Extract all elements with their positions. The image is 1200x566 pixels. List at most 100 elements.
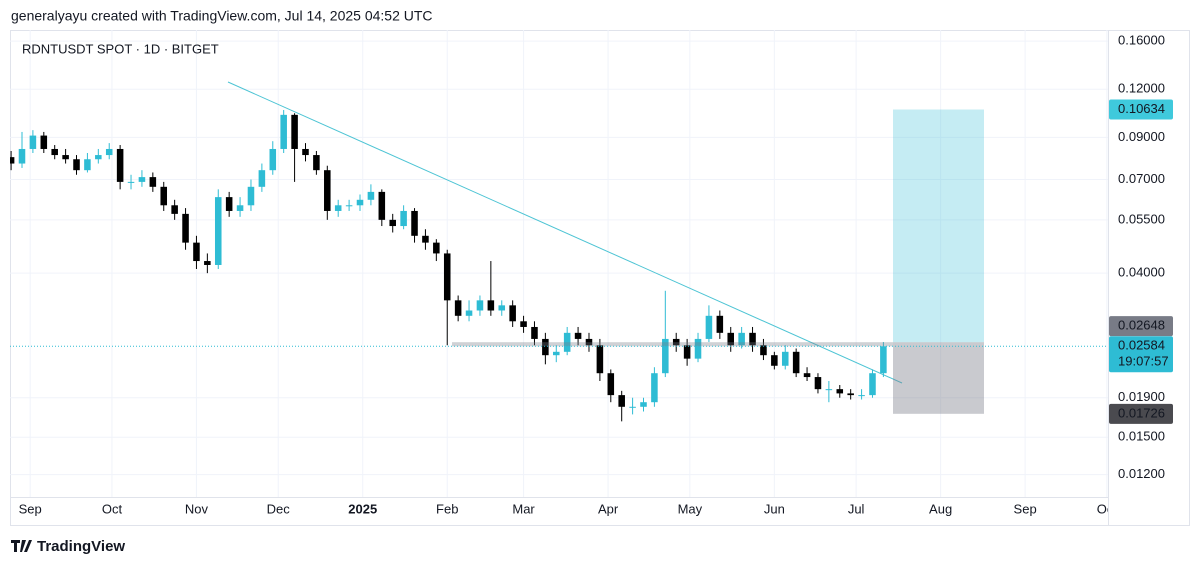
loss-zone	[893, 342, 984, 414]
candle-body	[858, 395, 865, 397]
candle-body	[640, 402, 647, 407]
candle-body	[607, 373, 615, 396]
candle-body	[193, 242, 200, 262]
candle-body	[880, 346, 887, 374]
brand-logo	[11, 540, 32, 552]
candle-body	[84, 159, 91, 171]
candle-body	[836, 389, 844, 394]
candle-body	[771, 355, 778, 366]
candle-body	[749, 332, 756, 346]
candle-body	[476, 300, 484, 311]
x-tick-label: Oct	[1097, 501, 1118, 516]
candle-body	[40, 135, 48, 149]
grid	[10, 30, 1108, 497]
x-tick-label: Dec	[267, 501, 291, 516]
candle-body	[629, 406, 636, 408]
candle-body	[618, 395, 625, 407]
candle-body	[247, 186, 255, 206]
x-tick-label: Feb	[436, 501, 458, 516]
last-price-label: 0.02584	[1118, 338, 1165, 353]
candle-body	[869, 373, 876, 396]
candle-body	[269, 148, 277, 171]
candle-body	[433, 242, 440, 254]
y-tick-label: 0.07000	[1118, 171, 1165, 186]
candle-body	[280, 114, 287, 149]
candle-body	[683, 345, 691, 359]
candle-body	[487, 300, 495, 311]
stop-label: 0.01726	[1118, 405, 1165, 420]
x-tick-label: Jun	[764, 501, 785, 516]
plot	[10, 81, 1108, 422]
candle-body	[160, 186, 168, 206]
candle-body	[214, 197, 222, 265]
candle-body	[345, 205, 353, 207]
x-tick-label: Apr	[598, 501, 619, 516]
candle-body	[149, 177, 157, 187]
entry-label: 0.02648	[1118, 318, 1165, 333]
y-tick-label: 0.16000	[1118, 33, 1165, 48]
credit: generalyayu created with TradingView.com…	[11, 8, 433, 24]
candle-body	[814, 377, 822, 390]
candle-body	[585, 338, 593, 346]
y-tick-label: 0.01900	[1118, 389, 1165, 404]
candle-body	[389, 219, 396, 227]
candle-body	[443, 253, 451, 301]
candle-body	[29, 135, 37, 149]
candle-body	[553, 351, 560, 356]
candle-body	[498, 305, 506, 311]
candle-body	[662, 338, 669, 374]
y-tick-label: 0.12000	[1118, 81, 1165, 96]
candle-body	[792, 351, 800, 374]
candle-body	[454, 300, 462, 316]
candle-body	[716, 315, 724, 333]
candle-body	[727, 332, 735, 346]
candle-body	[400, 210, 407, 227]
candle-body	[138, 177, 146, 182]
labels: 0.16000 0.12000 0.09000 0.07000 0.05500 0.040…	[19, 33, 1173, 516]
candle-body	[596, 345, 604, 374]
candle-body	[204, 261, 211, 265]
candle-body	[694, 338, 702, 359]
y-tick-label: 0.01500	[1118, 429, 1165, 444]
candle-body	[62, 155, 69, 160]
candle-body	[825, 389, 833, 391]
target-label: 0.10634	[1118, 101, 1165, 116]
candle-body	[95, 155, 102, 160]
x-tick-label: Mar	[512, 501, 535, 516]
candle-body	[367, 191, 375, 200]
candle-body	[171, 205, 178, 214]
countdown-label: 19:07:57	[1118, 354, 1169, 369]
x-tick-label: 2025	[348, 501, 377, 516]
brand: TradingView	[37, 538, 125, 555]
candle-body	[803, 373, 811, 378]
profit-zone	[893, 109, 984, 343]
candle-body	[356, 199, 364, 206]
candle-body	[116, 148, 124, 182]
candle-body	[847, 393, 854, 396]
candle-body	[182, 213, 189, 243]
y-tick-label: 0.05500	[1118, 211, 1165, 226]
candle-body	[509, 305, 516, 322]
candle-body	[574, 332, 582, 339]
candle-body	[542, 338, 549, 356]
entry-label-bg	[1109, 316, 1173, 337]
candle-body	[378, 191, 386, 220]
candle-body	[520, 321, 527, 327]
candle-body	[531, 326, 538, 339]
candle-body	[672, 338, 680, 346]
candle-body	[73, 159, 80, 171]
candle-body	[127, 181, 135, 183]
candle-body	[705, 315, 713, 339]
y-tick-label: 0.09000	[1118, 129, 1165, 144]
x-tick-label: Oct	[102, 501, 123, 516]
candle-body	[291, 114, 298, 149]
candle-body	[563, 332, 571, 352]
candle-body	[738, 332, 745, 346]
y-tick-label: 0.01200	[1118, 466, 1165, 481]
candle-body	[411, 210, 418, 236]
candle-body	[105, 148, 113, 156]
entry-band	[452, 342, 893, 347]
